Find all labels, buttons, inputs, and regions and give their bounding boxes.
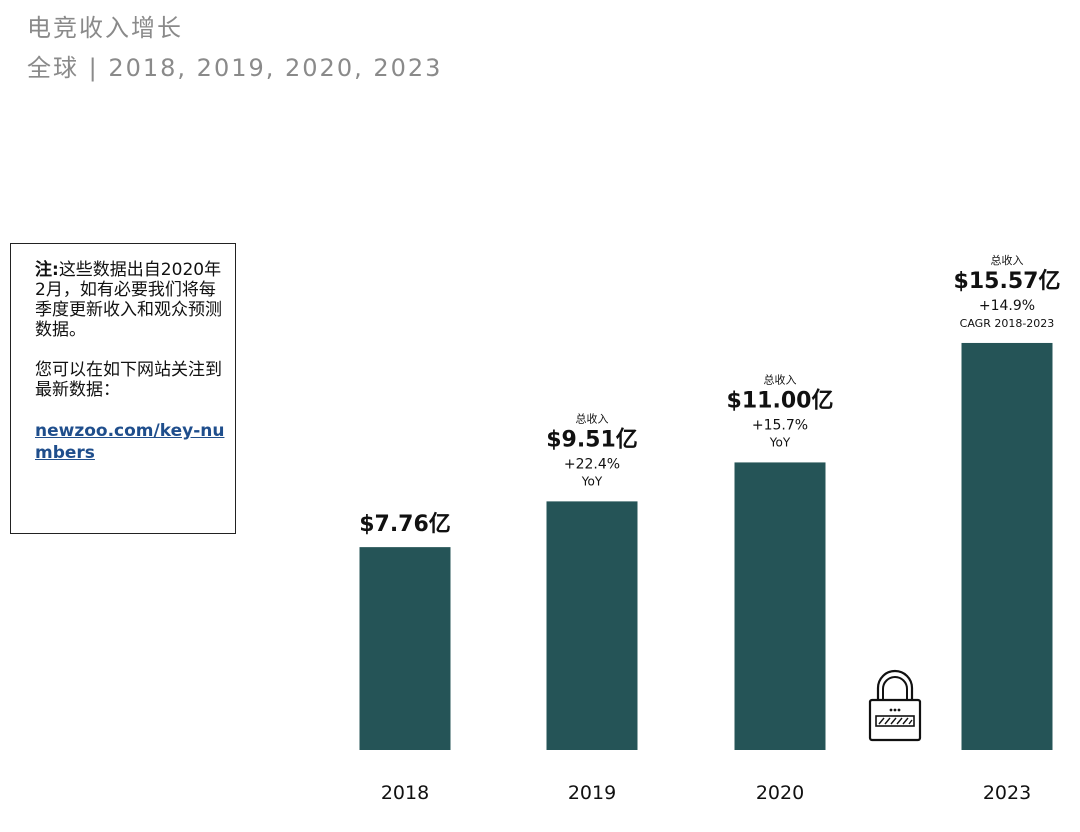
x-tick-label-2023: 2023	[983, 782, 1031, 804]
data-label-2023: $15.57亿	[954, 269, 1061, 294]
chart-title: 电竞收入增长	[27, 14, 183, 42]
data-label-2020: $11.00亿	[727, 388, 834, 413]
bar-2019	[546, 501, 638, 750]
data-label-2019: $9.51亿	[546, 427, 638, 452]
chart-subtitle: 全球 | 2018, 2019, 2020, 2023	[27, 54, 443, 82]
data-label-2018: $7.76亿	[359, 512, 451, 537]
x-tick-label-2020: 2020	[756, 782, 804, 804]
growth-note-2023: CAGR 2018-2023	[960, 317, 1055, 330]
bar-2018	[359, 547, 451, 750]
x-tick-label-2019: 2019	[568, 782, 616, 804]
label-top-2023: 总收入	[991, 253, 1024, 267]
note-box: 注:这些数据出自2020年2月，如有必要我们将每季度更新收入和观众预测数据。 您…	[10, 243, 236, 534]
growth-label-2020: +15.7%	[752, 417, 808, 433]
note-text-2: 您可以在如下网站关注到最新数据：	[35, 360, 222, 400]
growth-label-2023: +14.9%	[979, 298, 1035, 314]
label-top-2019: 总收入	[576, 411, 609, 425]
bar-2023	[961, 342, 1053, 750]
label-top-2020: 总收入	[764, 372, 797, 386]
bar-2020	[734, 462, 826, 750]
growth-note-2019: YoY	[581, 474, 603, 488]
newzoo-link[interactable]: newzoo.com/key-numbers	[35, 421, 225, 463]
note-text-1: 这些数据出自2020年2月，如有必要我们将每季度更新收入和观众预测数据。	[35, 260, 222, 340]
x-tick-label-2018: 2018	[381, 782, 429, 804]
note-label: 注:	[35, 260, 59, 280]
growth-label-2019: +22.4%	[564, 456, 620, 472]
lock-icon	[868, 669, 922, 742]
growth-note-2020: YoY	[769, 435, 791, 449]
